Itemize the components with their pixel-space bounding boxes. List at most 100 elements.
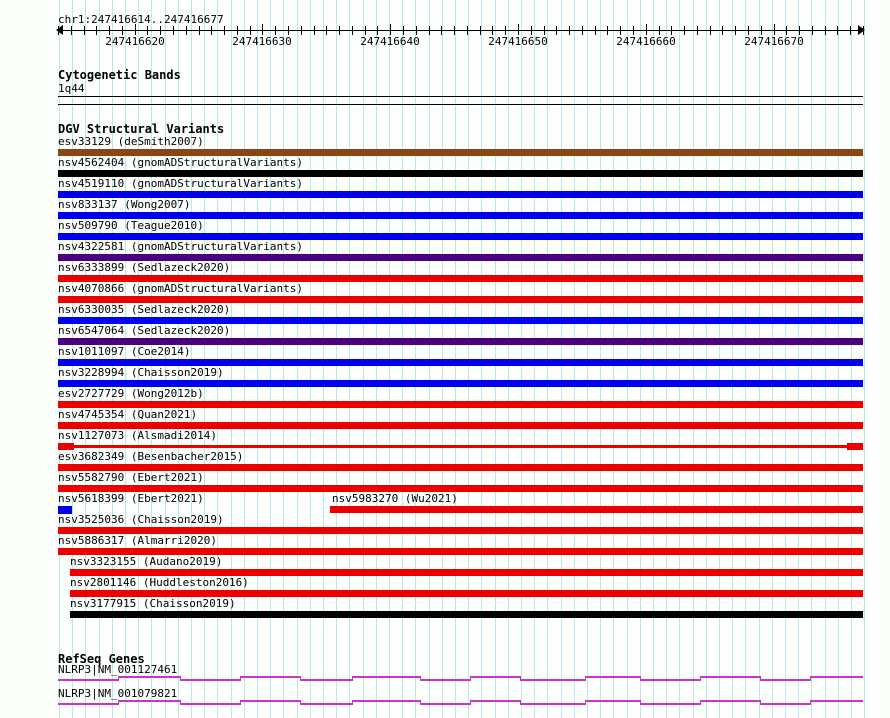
gene-model-segment[interactable] [180, 679, 240, 681]
gene-model-segment[interactable] [520, 703, 585, 705]
variant-label[interactable]: nsv1011097 (Coe2014) [58, 345, 191, 358]
gene-model-segment[interactable] [118, 676, 180, 678]
gene-model-riser [300, 700, 301, 705]
gene-model-segment[interactable] [352, 700, 420, 702]
gene-label[interactable]: NLRP3|NM_001079821 [58, 687, 178, 700]
variant-label[interactable]: nsv1127073 (Alsmadi2014) [58, 429, 217, 442]
variant-bar[interactable] [58, 317, 863, 324]
gene-label[interactable]: NLRP3|NM_001127461 [58, 663, 178, 676]
variant-bar[interactable] [58, 506, 72, 514]
gene-model-segment[interactable] [810, 676, 863, 678]
variant-bar[interactable] [70, 611, 863, 618]
variant-bar[interactable] [58, 527, 863, 534]
gene-model-riser [520, 700, 521, 705]
variant-bar[interactable] [58, 548, 863, 555]
gene-model-riser [700, 676, 701, 681]
gene-model-segment[interactable] [585, 700, 640, 702]
variant-bar[interactable] [58, 422, 863, 429]
gene-model-segment[interactable] [352, 676, 420, 678]
variant-bar-cap-left[interactable] [58, 443, 74, 450]
ruler-tick [786, 26, 787, 35]
gene-model-segment[interactable] [700, 700, 760, 702]
variant-bar[interactable] [70, 590, 863, 597]
ruler-tick [301, 26, 302, 35]
variant-bar[interactable] [70, 569, 863, 576]
variant-label[interactable]: nsv5886317 (Almarri2020) [58, 534, 217, 547]
gene-model-segment[interactable] [810, 700, 863, 702]
variant-bar[interactable] [58, 380, 863, 387]
variant-label[interactable]: nsv5983270 (Wu2021) [332, 492, 458, 505]
gene-model-segment[interactable] [700, 676, 760, 678]
variant-bar[interactable] [58, 338, 863, 345]
ruler-tick [710, 26, 711, 35]
ruler-tick [135, 24, 136, 35]
variant-bar[interactable] [330, 506, 863, 513]
variant-bar[interactable] [58, 275, 863, 282]
gene-model-segment[interactable] [470, 700, 520, 702]
variant-bar-line[interactable] [58, 445, 863, 448]
variant-label[interactable]: nsv4562404 (gnomADStructuralVariants) [58, 156, 304, 169]
gene-model-segment[interactable] [760, 679, 810, 681]
ruler-tick [837, 26, 838, 35]
variant-bar[interactable] [58, 170, 863, 177]
gene-model-segment[interactable] [300, 703, 352, 705]
gene-model-segment[interactable] [58, 703, 118, 705]
variant-bar[interactable] [58, 485, 863, 492]
variant-label[interactable]: nsv2801146 (Huddleston2016) [70, 576, 249, 589]
ruler-tick [326, 26, 327, 35]
variant-label[interactable]: nsv509790 (Teague2010) [58, 219, 204, 232]
variant-label[interactable]: esv3682349 (Besenbacher2015) [58, 450, 244, 463]
ruler-tick [403, 26, 404, 35]
variant-label[interactable]: nsv4519110 (gnomADStructuralVariants) [58, 177, 304, 190]
variant-bar-cap-right[interactable] [847, 443, 863, 450]
ruler-tick [544, 26, 545, 35]
variant-label[interactable]: nsv4322581 (gnomADStructuralVariants) [58, 240, 304, 253]
gene-model-segment[interactable] [520, 679, 585, 681]
variant-label[interactable]: nsv4745354 (Quan2021) [58, 408, 198, 421]
ruler-tick [352, 26, 353, 35]
variant-label[interactable]: nsv5582790 (Ebert2021) [58, 471, 204, 484]
gene-model-segment[interactable] [240, 700, 300, 702]
ruler-tick [799, 26, 800, 35]
gene-model-riser [760, 676, 761, 681]
gene-model-segment[interactable] [300, 679, 352, 681]
variant-label[interactable]: esv2727729 (Wong2012b) [58, 387, 204, 400]
variant-label[interactable]: nsv6333899 (Sedlazeck2020) [58, 261, 231, 274]
gene-model-segment[interactable] [470, 676, 520, 678]
gene-model-segment[interactable] [118, 700, 180, 702]
variant-label[interactable]: esv33129 (deSmith2007) [58, 135, 204, 148]
variant-label[interactable]: nsv4070866 (gnomADStructuralVariants) [58, 282, 304, 295]
ruler-tick [518, 24, 519, 35]
ruler-tick [160, 26, 161, 35]
variant-bar[interactable] [58, 233, 863, 240]
gene-model-segment[interactable] [760, 703, 810, 705]
ruler-tick-label: 247416660 [616, 35, 676, 48]
gene-model-segment[interactable] [180, 703, 240, 705]
variant-label[interactable]: nsv3323155 (Audano2019) [70, 555, 223, 568]
variant-bar[interactable] [58, 254, 863, 261]
gene-model-segment[interactable] [58, 679, 118, 681]
variant-label[interactable]: nsv5618399 (Ebert2021) [58, 492, 204, 505]
variant-bar[interactable] [58, 464, 863, 471]
variant-label[interactable]: nsv6547064 (Sedlazeck2020) [58, 324, 231, 337]
variant-label[interactable]: nsv3228994 (Chaisson2019) [58, 366, 224, 379]
variant-bar[interactable] [58, 359, 863, 366]
variant-label[interactable]: nsv6330035 (Sedlazeck2020) [58, 303, 231, 316]
ruler-tick [722, 26, 723, 35]
variant-label[interactable]: nsv3525036 (Chaisson2019) [58, 513, 224, 526]
gene-model-segment[interactable] [420, 679, 470, 681]
variant-bar[interactable] [58, 212, 863, 219]
gene-model-segment[interactable] [640, 679, 700, 681]
gene-model-riser [810, 700, 811, 705]
gene-model-segment[interactable] [585, 676, 640, 678]
variant-label[interactable]: nsv833137 (Wong2007) [58, 198, 191, 211]
variant-bar[interactable] [58, 149, 863, 156]
variant-bar[interactable] [58, 191, 863, 198]
gene-model-segment[interactable] [640, 703, 700, 705]
gene-model-segment[interactable] [420, 703, 470, 705]
gene-model-segment[interactable] [240, 676, 300, 678]
variant-bar[interactable] [58, 401, 863, 408]
variant-bar[interactable] [58, 296, 863, 303]
gene-model-riser [470, 676, 471, 681]
variant-label[interactable]: nsv3177915 (Chaisson2019) [70, 597, 236, 610]
